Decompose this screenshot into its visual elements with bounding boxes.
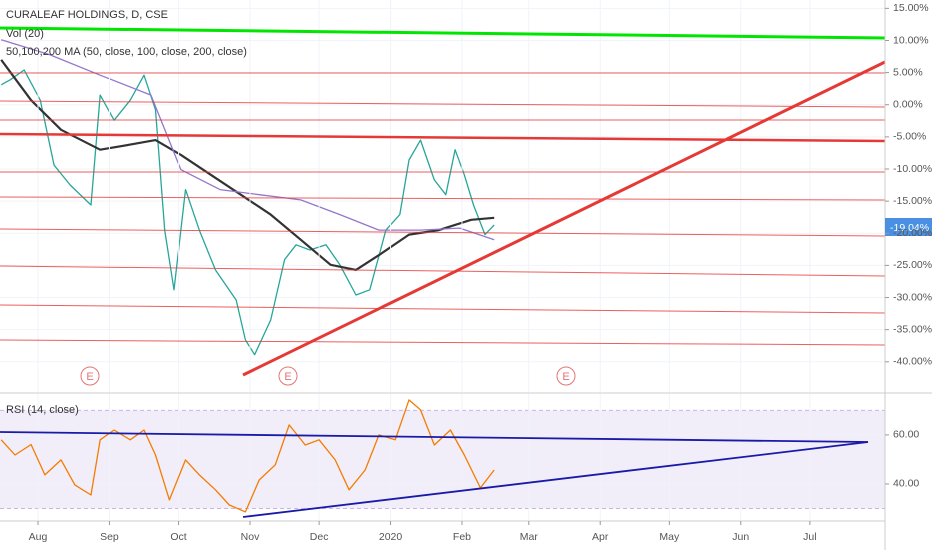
chart-title: CURALEAF HOLDINGS, D, CSE <box>6 9 168 21</box>
y-tick-label: -35.00% <box>893 323 932 335</box>
earnings-label: E <box>284 371 291 383</box>
rsi-trend-upper <box>0 431 869 443</box>
x-tick-label: Sep <box>100 531 119 543</box>
y-tick-label: 15.00% <box>893 2 929 14</box>
green-line <box>0 26 886 40</box>
x-tick-label: Mar <box>520 531 539 543</box>
y-tick-label: -20.00% <box>893 227 932 239</box>
x-tick-label: Dec <box>310 531 329 543</box>
x-tick-label: 2020 <box>379 531 403 543</box>
series-line <box>0 69 495 356</box>
rsi-band <box>0 410 885 509</box>
red-trendline <box>242 60 886 377</box>
y-tick-label: -15.00% <box>893 195 932 207</box>
series-line <box>0 59 495 271</box>
x-tick-label: Jul <box>803 531 816 543</box>
earnings-badge[interactable] <box>80 366 100 386</box>
earnings-label: E <box>86 371 93 383</box>
last-price-box <box>885 218 932 236</box>
x-tick-label: Jun <box>732 531 749 543</box>
y-tick-label: -25.00% <box>893 259 932 271</box>
x-tick-label: Nov <box>241 531 260 543</box>
rsi-trend-lower <box>242 441 869 518</box>
red-levels <box>0 72 886 346</box>
y-tick-label: -30.00% <box>893 291 932 303</box>
y-tick-label: 10.00% <box>893 34 929 46</box>
y-tick-label: -10.00% <box>893 163 932 175</box>
earnings-badge[interactable] <box>556 366 576 386</box>
red-resistance <box>0 132 886 143</box>
series-line <box>1 39 495 241</box>
y-tick-label: -40.00% <box>893 356 932 368</box>
legend-item: 50,100,200 MA (50, close, 100, close, 20… <box>6 46 247 58</box>
earnings-badge[interactable] <box>278 366 298 386</box>
y-tick-label: 60.00 <box>893 429 919 441</box>
y-tick-label: 0.00% <box>893 99 923 111</box>
x-tick-label: Apr <box>592 531 609 543</box>
x-tick-label: Oct <box>170 531 186 543</box>
series-line <box>0 399 495 513</box>
last-price-label: -19.04% <box>890 222 929 234</box>
y-tick-label: -5.00% <box>893 131 926 143</box>
legend-item: Vol (20) <box>6 28 44 40</box>
rsi-title: RSI (14, close) <box>6 404 79 416</box>
drawings <box>0 26 886 518</box>
y-tick-label: 40.00 <box>893 478 919 490</box>
x-tick-label: Aug <box>29 531 48 543</box>
x-tick-label: Feb <box>453 531 471 543</box>
earnings-label: E <box>562 371 569 383</box>
earnings-markers: E E E <box>80 366 576 386</box>
y-tick-label: 5.00% <box>893 66 923 78</box>
x-tick-label: May <box>659 531 680 543</box>
